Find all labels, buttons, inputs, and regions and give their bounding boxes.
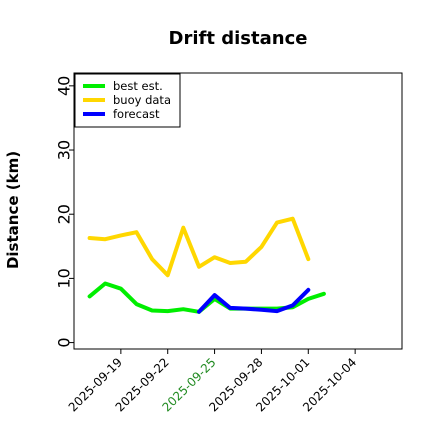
series-layer — [87, 216, 326, 314]
y-tick-label: 40 — [55, 76, 74, 96]
plot-frame — [73, 72, 403, 350]
y-tick-label: 10 — [55, 268, 74, 288]
x-axis: 2025-09-192025-09-222025-09-252025-09-28… — [66, 349, 359, 414]
legend-label: forecast — [113, 107, 160, 121]
series-line-buoy-data — [87, 216, 311, 278]
legend-label: best est. — [113, 79, 163, 93]
y-tick-label: 30 — [55, 140, 74, 160]
series-line-forecast — [197, 287, 311, 314]
chart-title: Drift distance — [169, 28, 308, 49]
legend-label: buoy data — [113, 93, 171, 107]
y-tick-label: 0 — [55, 337, 74, 347]
y-axis-label: Distance (km) — [4, 151, 22, 269]
y-axis: 0 10 20 30 40 — [55, 76, 74, 348]
y-tick-label: 20 — [55, 204, 74, 224]
